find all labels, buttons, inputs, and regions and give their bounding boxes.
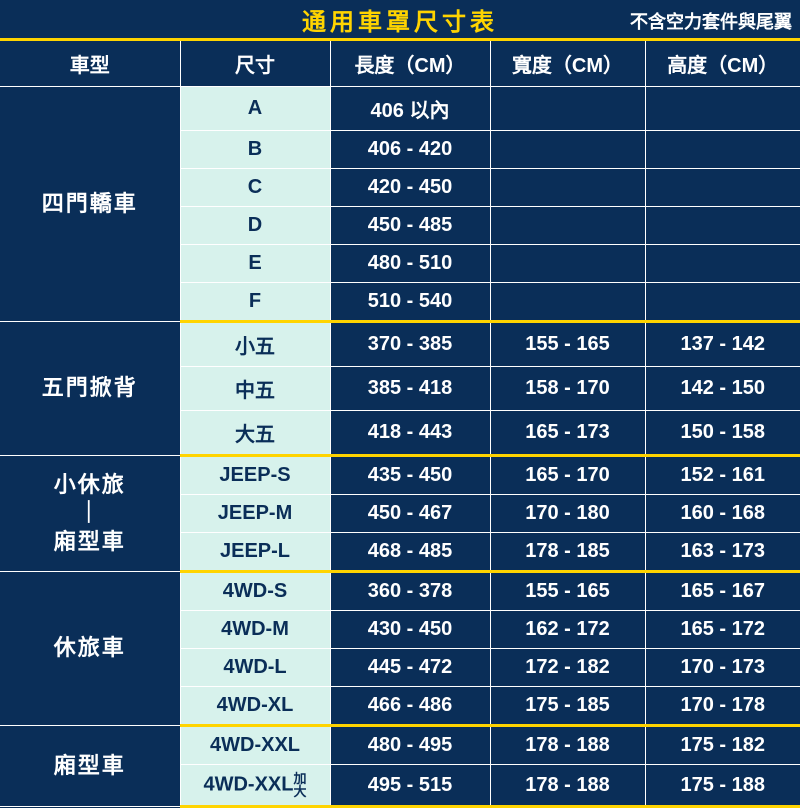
height-cell: 150 - 158 [645,411,800,456]
length-cell: 406 以內 [330,87,490,131]
length-cell: 480 - 510 [330,245,490,283]
size-chart: 通用車罩尺寸表 不含空力套件與尾翼 車型 尺寸 長度（CM） 寬度（CM） 高度… [0,0,800,808]
col-header-length: 長度（CM） [330,40,490,87]
height-cell: 152 - 161 [645,456,800,495]
length-cell: 450 - 467 [330,495,490,533]
width-cell: 155 - 165 [490,572,645,611]
width-cell: 162 - 172 [490,611,645,649]
height-cell: 163 - 173 [645,533,800,572]
size-cell: D [180,207,330,245]
size-cell: JEEP-M [180,495,330,533]
col-header-size: 尺寸 [180,40,330,87]
height-cell: 137 - 142 [645,322,800,367]
length-cell: 420 - 450 [330,169,490,207]
length-cell: 385 - 418 [330,367,490,411]
width-cell [490,283,645,322]
size-cell: 4WD-XXL [180,726,330,765]
length-cell: 510 - 540 [330,283,490,322]
size-cell: E [180,245,330,283]
size-suffix: 加 大 [293,772,306,798]
category-cell: 四門轎車 [0,87,180,322]
length-cell: 495 - 515 [330,765,490,807]
width-cell [490,131,645,169]
size-table: 車型 尺寸 長度（CM） 寬度（CM） 高度（CM） 四門轎車A406 以內B4… [0,38,800,808]
height-cell: 142 - 150 [645,367,800,411]
size-cell: B [180,131,330,169]
length-cell: 435 - 450 [330,456,490,495]
size-cell: 大五 [180,411,330,456]
width-cell: 158 - 170 [490,367,645,411]
length-cell: 466 - 486 [330,687,490,726]
length-cell: 370 - 385 [330,322,490,367]
width-cell [490,87,645,131]
category-cell: 小休旅 ｜ 廂型車 [0,456,180,572]
width-cell [490,169,645,207]
height-cell [645,245,800,283]
table-row: 五門掀背小五370 - 385155 - 165137 - 142 [0,322,800,367]
width-cell [490,207,645,245]
width-cell: 178 - 188 [490,726,645,765]
col-header-car-type: 車型 [0,40,180,87]
size-cell: 小五 [180,322,330,367]
width-cell: 170 - 180 [490,495,645,533]
size-cell: C [180,169,330,207]
table-row: 廂型車4WD-XXL480 - 495178 - 188175 - 182 [0,726,800,765]
width-cell: 165 - 173 [490,411,645,456]
size-cell: 4WD-M [180,611,330,649]
category-cell: 五門掀背 [0,322,180,456]
height-cell: 165 - 172 [645,611,800,649]
table-row: 小休旅 ｜ 廂型車JEEP-S435 - 450165 - 170152 - 1… [0,456,800,495]
length-cell: 406 - 420 [330,131,490,169]
height-cell: 165 - 167 [645,572,800,611]
category-cell: 休旅車 [0,572,180,726]
height-cell: 170 - 173 [645,649,800,687]
width-cell: 155 - 165 [490,322,645,367]
width-cell: 172 - 182 [490,649,645,687]
length-cell: 360 - 378 [330,572,490,611]
length-cell: 450 - 485 [330,207,490,245]
size-cell: 中五 [180,367,330,411]
height-cell: 170 - 178 [645,687,800,726]
length-cell: 430 - 450 [330,611,490,649]
height-cell [645,87,800,131]
size-cell: 4WD-S [180,572,330,611]
chart-subtitle: 不含空力套件與尾翼 [630,8,792,34]
length-cell: 418 - 443 [330,411,490,456]
height-cell [645,283,800,322]
height-cell [645,131,800,169]
height-cell: 175 - 188 [645,765,800,807]
size-cell: 4WD-XL [180,687,330,726]
height-cell: 175 - 182 [645,726,800,765]
table-row: 四門轎車A406 以內 [0,87,800,131]
size-cell: 4WD-L [180,649,330,687]
height-cell [645,207,800,245]
title-bar: 通用車罩尺寸表 不含空力套件與尾翼 [0,0,800,38]
height-cell: 160 - 168 [645,495,800,533]
col-header-height: 高度（CM） [645,40,800,87]
size-cell: 4WD-XXL 加 大 [180,765,330,807]
width-cell [490,245,645,283]
col-header-width: 寬度（CM） [490,40,645,87]
category-cell: 廂型車 [0,726,180,807]
height-cell [645,169,800,207]
width-cell: 178 - 188 [490,765,645,807]
width-cell: 175 - 185 [490,687,645,726]
size-cell: JEEP-L [180,533,330,572]
length-cell: 445 - 472 [330,649,490,687]
table-row: 休旅車4WD-S360 - 378155 - 165165 - 167 [0,572,800,611]
length-cell: 480 - 495 [330,726,490,765]
header-row: 車型 尺寸 長度（CM） 寬度（CM） 高度（CM） [0,40,800,87]
chart-title: 通用車罩尺寸表 [302,2,498,37]
width-cell: 165 - 170 [490,456,645,495]
width-cell: 178 - 185 [490,533,645,572]
length-cell: 468 - 485 [330,533,490,572]
size-cell: F [180,283,330,322]
size-cell: JEEP-S [180,456,330,495]
size-cell: A [180,87,330,131]
